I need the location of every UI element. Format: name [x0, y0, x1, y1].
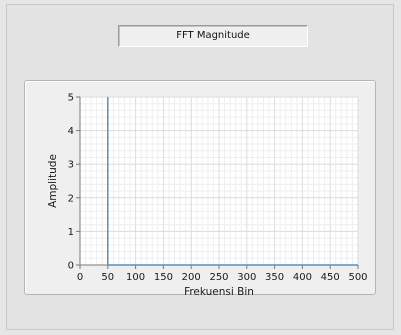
series-line — [107, 97, 358, 266]
y-tick-labels: 0 1 2 3 4 5 — [68, 93, 74, 272]
x-tick-label: 100 — [126, 272, 145, 283]
x-tick-label: 450 — [321, 272, 340, 283]
x-tick-label: 0 — [77, 272, 83, 283]
x-tick-label: 200 — [182, 272, 201, 283]
y-tick-label: 3 — [68, 160, 74, 171]
y-tick-label: 1 — [68, 227, 74, 238]
x-tick-label: 150 — [154, 272, 173, 283]
series-group — [107, 97, 358, 266]
y-tick-label: 0 — [68, 261, 74, 272]
y-axis-label: Amplitude — [47, 154, 59, 208]
x-tick-label: 250 — [209, 272, 228, 283]
y-tick-label: 4 — [68, 126, 74, 137]
x-tick-labels: 0 50 100 150 200 250 300 350 400 450 500 — [77, 272, 368, 283]
x-tick-label: 350 — [265, 272, 284, 283]
y-tick-label: 5 — [68, 93, 74, 104]
x-tick-label: 500 — [348, 272, 367, 283]
x-tick-label: 400 — [293, 272, 312, 283]
y-tick-label: 2 — [68, 193, 74, 204]
graph-title: FFT Magnitude — [118, 25, 308, 47]
x-tick-label: 50 — [101, 272, 114, 283]
x-tick-label: 300 — [237, 272, 256, 283]
x-axis-label: Frekuensi Bin — [184, 286, 254, 298]
